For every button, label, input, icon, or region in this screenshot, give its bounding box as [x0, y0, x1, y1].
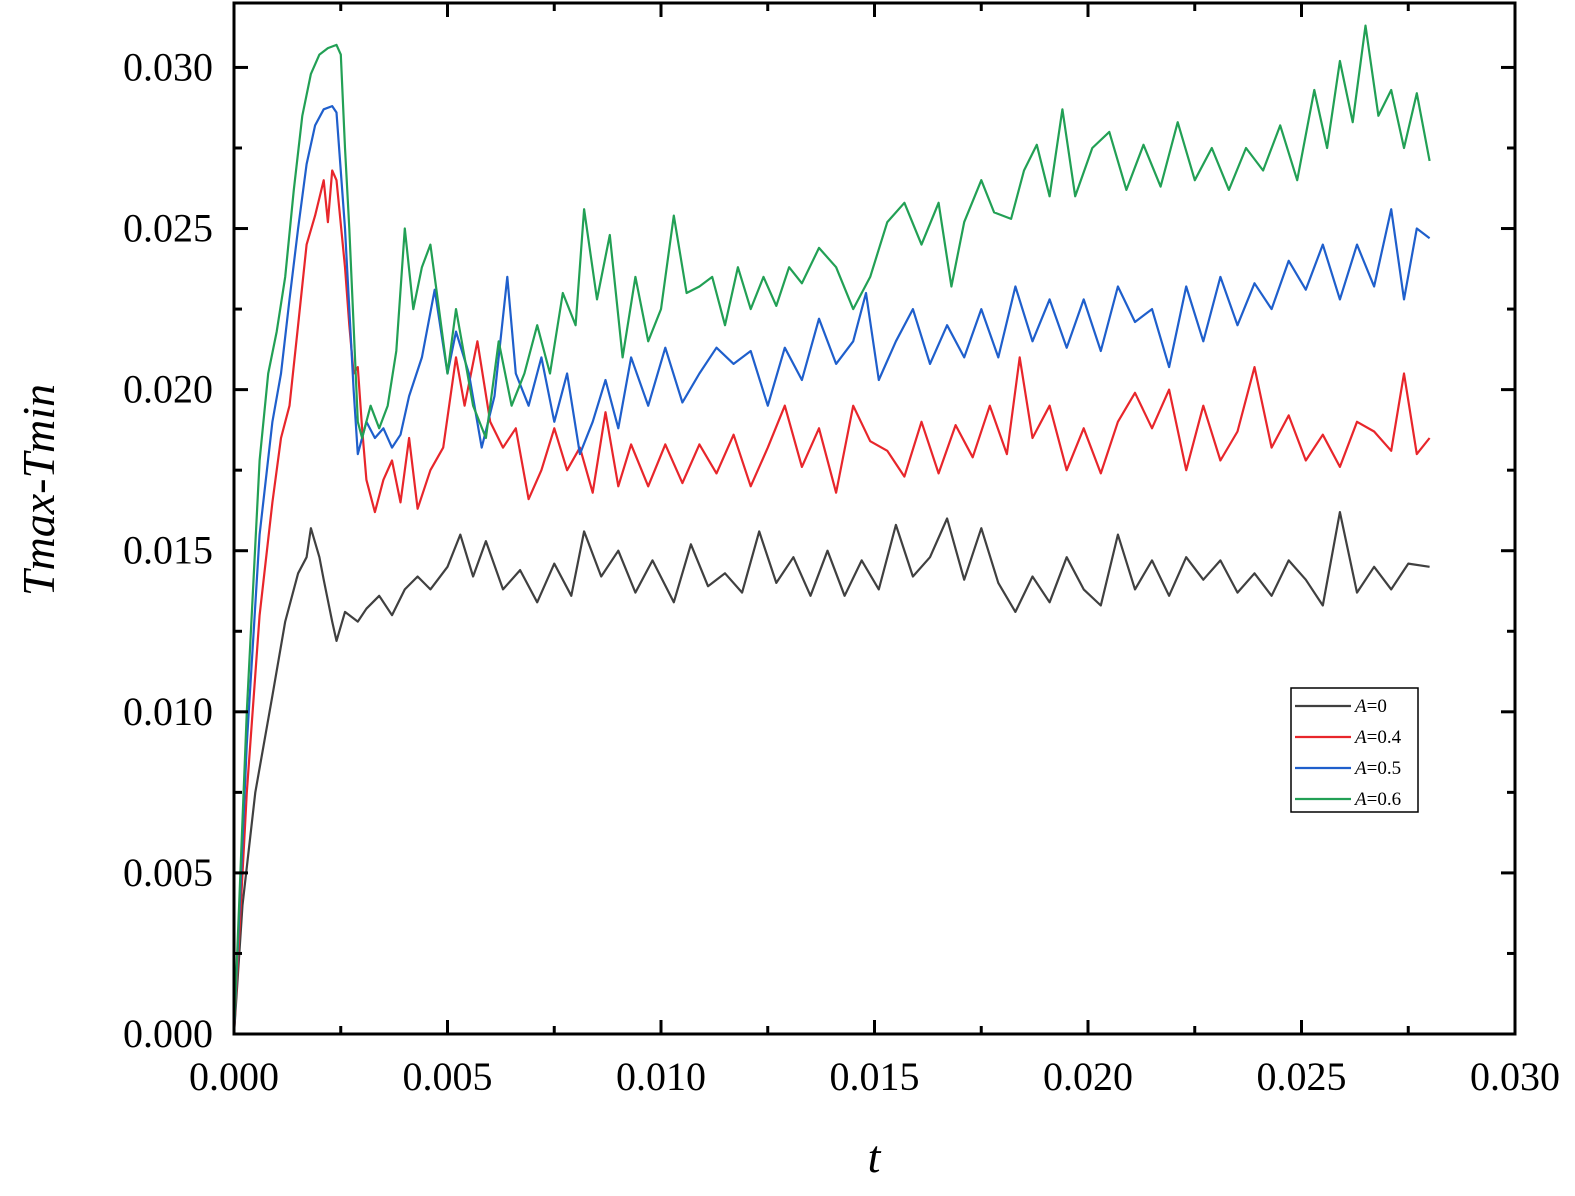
- tick-labels-layer: 0.000 0.005 0.010 0.015 0.020 0.025 0.030 0.000…: [123, 44, 1560, 1099]
- y-tick-label: 0.010: [123, 689, 213, 734]
- y-tick-label: 0.005: [123, 850, 213, 895]
- series-layer: [232, 24, 1431, 1035]
- y-axis-title: Tmax-Tmin: [13, 384, 64, 596]
- y-tick-label: 0.020: [123, 367, 213, 412]
- legend: A=0 A=0.4 A=0.5 A=0.6: [1290, 687, 1419, 813]
- legend-label: A=0.5: [1353, 758, 1401, 779]
- legend-box: [1290, 687, 1419, 813]
- x-tick-label: 0.000: [189, 1054, 279, 1099]
- x-axis-title: t: [868, 1131, 882, 1182]
- legend-label: A=0: [1353, 696, 1387, 717]
- series-line-0: [232, 511, 1430, 1035]
- y-tick-label: 0.015: [123, 528, 213, 573]
- legend-entries: A=0 A=0.4 A=0.5 A=0.6: [1295, 696, 1402, 810]
- series-line-2: [232, 105, 1431, 1035]
- x-tick-label: 0.010: [616, 1054, 706, 1099]
- ticks-layer: [232, 3, 1517, 1036]
- x-tick-label: 0.005: [403, 1054, 493, 1099]
- y-tick-label: 0.025: [123, 206, 213, 251]
- legend-label: A=0.6: [1353, 789, 1401, 810]
- x-tick-label: 0.030: [1470, 1054, 1560, 1099]
- legend-label: A=0.4: [1353, 727, 1402, 748]
- plot-frame: [232, 1, 1517, 1036]
- x-tick-label: 0.020: [1043, 1054, 1133, 1099]
- x-tick-label: 0.025: [1257, 1054, 1347, 1099]
- series-line-3: [232, 24, 1431, 1035]
- x-tick-label: 0.015: [830, 1054, 920, 1099]
- y-tick-label: 0.030: [123, 44, 213, 89]
- y-tick-label: 0.000: [123, 1011, 213, 1056]
